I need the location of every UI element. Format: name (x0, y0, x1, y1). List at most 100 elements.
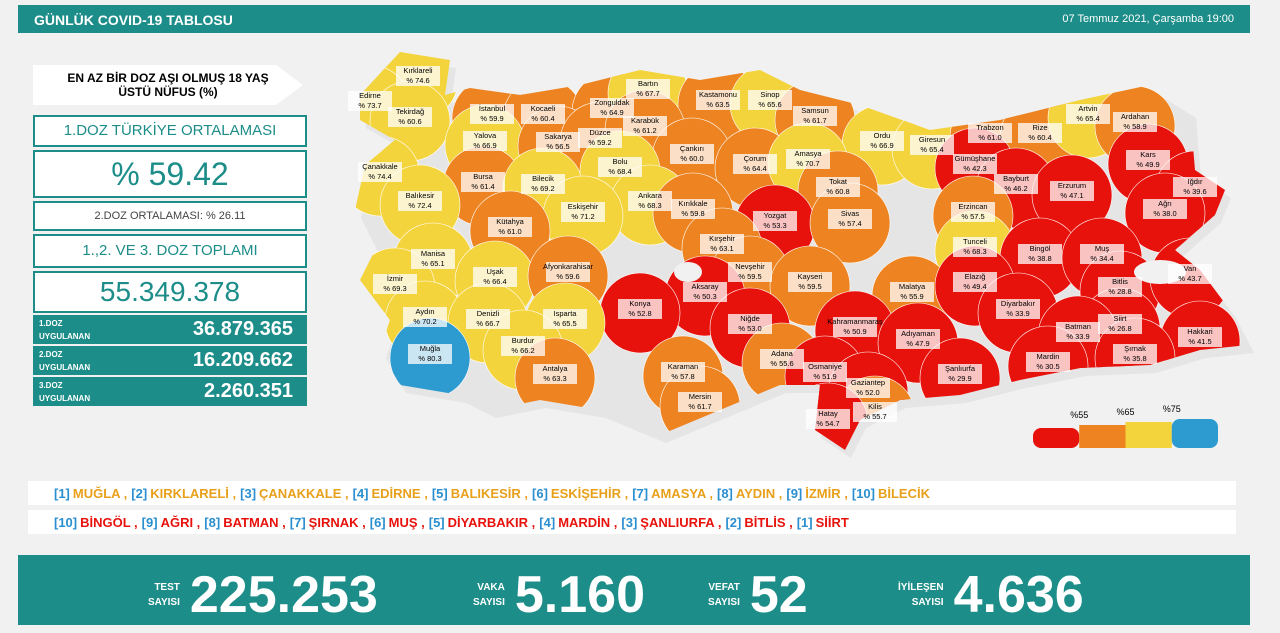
rank-name: MARDİN , (558, 514, 618, 530)
province-label-bg (661, 362, 705, 382)
province-label-bg (590, 98, 634, 118)
rank-no: [8] (204, 514, 221, 530)
province-label-bg (473, 267, 517, 287)
province-pct: % 29.9 (948, 374, 971, 383)
province-label-bg (994, 174, 1038, 194)
province-pct: % 57.8 (671, 372, 694, 381)
province-name: Ankara (638, 191, 663, 200)
province-name: Bolu (612, 157, 627, 166)
province-label-bg (501, 336, 545, 356)
province-label-bg (408, 344, 452, 364)
date: 07 Temmuz 2021, Çarşamba 19:00 (1062, 13, 1234, 25)
province-name: Adıyaman (901, 329, 935, 338)
province-label-bg (733, 154, 777, 174)
province-pct: % 64.9 (600, 108, 623, 117)
dose-label-line: UYGULANAN (39, 331, 91, 341)
province-pct: % 61.7 (688, 402, 711, 411)
province-label-bg (488, 217, 532, 237)
province-name: Kahramanmaraş (827, 317, 883, 326)
province-label-bg (546, 262, 590, 282)
province-label-bg (1080, 244, 1124, 264)
stat-label-line: SAYISI (708, 597, 740, 608)
province-pct: % 33.9 (1066, 332, 1089, 341)
dose-label: 2.DOZ UYGULANAN (33, 348, 119, 374)
province-pct: % 65.4 (1076, 114, 1099, 123)
province-name: Bitlis (1112, 277, 1128, 286)
province-name: Denizli (477, 309, 500, 318)
province-pct: % 60.0 (680, 154, 703, 163)
province-label-bg (1126, 150, 1170, 170)
province-label-bg (1018, 244, 1062, 264)
stat-value: 225.253 (189, 566, 378, 624)
province-label-bg (753, 211, 797, 231)
rank-name: MUĞLA , (72, 485, 128, 501)
province-label-bg (728, 314, 772, 334)
province-label-bg (953, 154, 997, 174)
rank-no: [10] (54, 514, 78, 530)
province-pct: % 50.3 (693, 292, 716, 301)
dose-row: 1.DOZ UYGULANAN 36.879.365 (33, 315, 307, 344)
stat-label-line: SAYISI (148, 597, 180, 608)
rank-no: [2] (131, 485, 148, 501)
province-name: Kırklareli (403, 66, 433, 75)
province-pct: % 68.4 (608, 167, 631, 176)
province-name: Artvin (1078, 104, 1097, 113)
vaccine-panel: EN AZ BİR DOZ AŞI OLMUŞ 18 YAŞ ÜSTÜ NÜFU… (33, 65, 307, 406)
rank-no: [3] (621, 514, 638, 530)
province-pct: % 53.3 (763, 221, 786, 230)
province-name: Zonguldak (594, 98, 629, 107)
province-pct: % 65.5 (553, 319, 576, 328)
province-pct: % 28.8 (1108, 287, 1131, 296)
province-name: Çorum (744, 154, 767, 163)
province-name: Tokat (829, 177, 848, 186)
dose-label-line: UYGULANAN (39, 393, 91, 403)
province-label-bg (1056, 322, 1100, 342)
province-pct: % 55.7 (863, 412, 886, 421)
province-label-bg (996, 299, 1040, 319)
province-pct: % 38.0 (1153, 209, 1176, 218)
province-name: Bayburt (1003, 174, 1030, 183)
province-label-bg (696, 90, 740, 110)
province-pct: % 74.4 (368, 172, 391, 181)
province-pct: % 66.2 (511, 346, 534, 355)
avg-title: 1.DOZ TÜRKİYE ORTALAMASI (33, 115, 307, 147)
rank-no: [3] (240, 485, 257, 501)
province-name: Uşak (486, 267, 503, 276)
province-label-bg (760, 349, 804, 369)
rank-no: [4] (352, 485, 369, 501)
province-name: İstanbul (479, 104, 506, 113)
rank-name: EDİRNE , (371, 485, 428, 501)
province-pct: % 47.1 (1060, 191, 1083, 200)
province-label-bg (816, 177, 860, 197)
province-name: Afyonkarahisar (543, 262, 594, 271)
province-label-bg (463, 131, 507, 151)
province-name: Mersin (689, 392, 712, 401)
province-name: Kilis (868, 402, 882, 411)
province-pct: % 63.1 (710, 244, 733, 253)
province-name: Muğla (420, 344, 441, 353)
total-value: 55.349.378 (33, 271, 307, 313)
stat-value: 52 (749, 566, 808, 624)
province-name: Amasya (794, 149, 822, 158)
province-pct: % 65.6 (758, 100, 781, 109)
province-name: Çankırı (680, 144, 704, 153)
province-label-bg (860, 131, 904, 151)
province-pct: % 26.8 (1108, 324, 1131, 333)
province-label-bg (670, 144, 714, 164)
province-pct: % 56.5 (546, 142, 569, 151)
stat-label: VEFAT SAYISI (708, 580, 740, 610)
province-pct: % 59.8 (681, 209, 704, 218)
legend-label: %55 (1070, 410, 1088, 420)
province-pct: % 66.4 (483, 277, 506, 286)
header: GÜNLÜK COVID-19 TABLOSU 07 Temmuz 2021, … (18, 5, 1250, 33)
province-name: Bingöl (1030, 244, 1051, 253)
province-pct: % 51.9 (813, 372, 836, 381)
province-name: Osmaniye (808, 362, 842, 371)
province-label-bg (828, 209, 872, 229)
rank-name: KIRKLARELİ , (150, 485, 237, 501)
dose-label-line: 2.DOZ (39, 349, 63, 359)
province-name: Karabük (631, 116, 659, 125)
province-name: Trabzon (976, 123, 1003, 132)
